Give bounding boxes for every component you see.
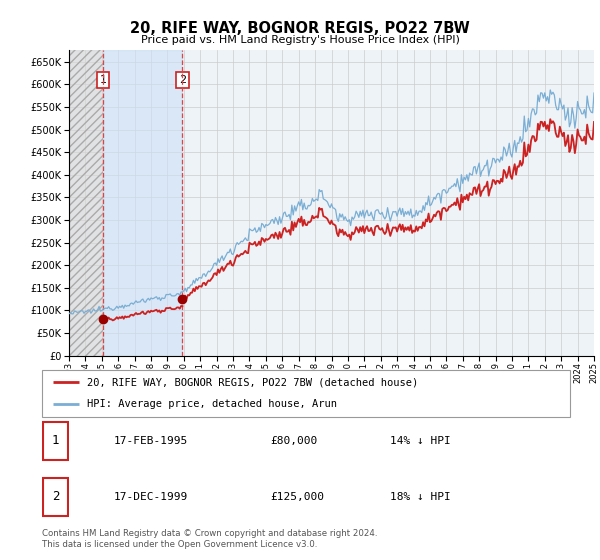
Text: £80,000: £80,000 xyxy=(270,436,317,446)
Text: Price paid vs. HM Land Registry's House Price Index (HPI): Price paid vs. HM Land Registry's House … xyxy=(140,35,460,45)
FancyBboxPatch shape xyxy=(43,422,68,460)
FancyBboxPatch shape xyxy=(43,478,68,516)
Text: 2: 2 xyxy=(52,491,59,503)
Text: 18% ↓ HPI: 18% ↓ HPI xyxy=(390,492,451,502)
Text: 2: 2 xyxy=(179,75,186,85)
Text: 1: 1 xyxy=(100,75,107,85)
Text: 1: 1 xyxy=(52,435,59,447)
Bar xyxy=(69,50,103,356)
Text: HPI: Average price, detached house, Arun: HPI: Average price, detached house, Arun xyxy=(87,399,337,409)
Text: 20, RIFE WAY, BOGNOR REGIS, PO22 7BW: 20, RIFE WAY, BOGNOR REGIS, PO22 7BW xyxy=(130,21,470,36)
Text: £125,000: £125,000 xyxy=(270,492,324,502)
Text: 17-DEC-1999: 17-DEC-1999 xyxy=(114,492,188,502)
Bar xyxy=(69,50,103,356)
Text: Contains HM Land Registry data © Crown copyright and database right 2024.
This d: Contains HM Land Registry data © Crown c… xyxy=(42,529,377,549)
Text: 20, RIFE WAY, BOGNOR REGIS, PO22 7BW (detached house): 20, RIFE WAY, BOGNOR REGIS, PO22 7BW (de… xyxy=(87,377,418,388)
Text: 17-FEB-1995: 17-FEB-1995 xyxy=(114,436,188,446)
Text: 14% ↓ HPI: 14% ↓ HPI xyxy=(390,436,451,446)
FancyBboxPatch shape xyxy=(42,370,570,417)
Bar xyxy=(103,50,182,356)
